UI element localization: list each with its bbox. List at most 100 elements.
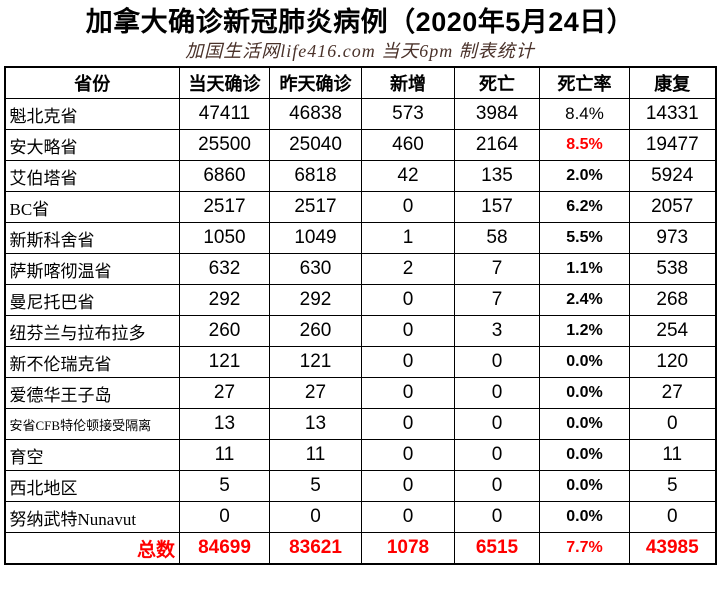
table-row: 西北地区 5 5 0 0 0.0% 5	[4, 470, 716, 502]
today-confirmed-cell: 11	[179, 439, 270, 471]
new-cases-cell: 1	[361, 222, 455, 254]
today-confirmed-cell: 121	[179, 346, 270, 378]
death-rate-cell: 1.2%	[539, 315, 630, 347]
death-rate-cell: 2.0%	[539, 160, 630, 192]
yesterday-confirmed-cell: 46838	[269, 98, 362, 130]
totals-death-rate: 7.7%	[539, 532, 630, 565]
province-name: 魁北克省	[4, 98, 180, 130]
today-confirmed-cell: 2517	[179, 191, 270, 223]
table-row: 努纳武特Nunavut 0 0 0 0 0.0% 0	[4, 501, 716, 533]
province-name: 努纳武特Nunavut	[4, 501, 180, 533]
death-rate-cell: 0.0%	[539, 439, 630, 471]
recovered-cell: 268	[629, 284, 716, 316]
table-row: 爱德华王子岛 27 27 0 0 0.0% 27	[4, 377, 716, 409]
death-rate-cell: 2.4%	[539, 284, 630, 316]
today-confirmed-cell: 0	[179, 501, 270, 533]
yesterday-confirmed-cell: 292	[269, 284, 362, 316]
today-confirmed-cell: 1050	[179, 222, 270, 254]
today-confirmed-cell: 13	[179, 408, 270, 440]
recovered-cell: 2057	[629, 191, 716, 223]
table-row: 新斯科舍省 1050 1049 1 58 5.5% 973	[4, 222, 716, 254]
totals-yesterday-confirmed: 83621	[269, 532, 362, 565]
recovered-cell: 120	[629, 346, 716, 378]
deaths-cell: 2164	[454, 129, 540, 161]
table-row: 育空 11 11 0 0 0.0% 11	[4, 439, 716, 471]
death-rate-cell: 0.0%	[539, 501, 630, 533]
province-name: 爱德华王子岛	[4, 377, 180, 409]
totals-label: 总数	[4, 532, 180, 565]
province-name: 安省CFB特伦顿接受隔离	[4, 408, 180, 440]
recovered-cell: 254	[629, 315, 716, 347]
today-confirmed-cell: 25500	[179, 129, 270, 161]
yesterday-confirmed-cell: 630	[269, 253, 362, 285]
new-cases-cell: 0	[361, 315, 455, 347]
deaths-cell: 7	[454, 253, 540, 285]
covid-stats-table: 省份 当天确诊 昨天确诊 新增 死亡 死亡率 康复 魁北克省 47411 468…	[3, 66, 717, 565]
new-cases-cell: 0	[361, 470, 455, 502]
col-header-today-confirmed: 当天确诊	[179, 66, 270, 99]
new-cases-cell: 0	[361, 439, 455, 471]
province-name: 育空	[4, 439, 180, 471]
deaths-cell: 135	[454, 160, 540, 192]
death-rate-cell: 5.5%	[539, 222, 630, 254]
new-cases-cell: 0	[361, 346, 455, 378]
death-rate-cell: 1.1%	[539, 253, 630, 285]
table-row: 新不伦瑞克省 121 121 0 0 0.0% 120	[4, 346, 716, 378]
new-cases-cell: 573	[361, 98, 455, 130]
today-confirmed-cell: 6860	[179, 160, 270, 192]
col-header-recovered: 康复	[629, 66, 716, 99]
today-confirmed-cell: 292	[179, 284, 270, 316]
table-row: 萨斯喀彻温省 632 630 2 7 1.1% 538	[4, 253, 716, 285]
deaths-cell: 0	[454, 439, 540, 471]
table-totals-row: 总数 84699 83621 1078 6515 7.7% 43985	[4, 532, 716, 565]
province-name: 曼尼托巴省	[4, 284, 180, 316]
new-cases-cell: 2	[361, 253, 455, 285]
table-row: BC省 2517 2517 0 157 6.2% 2057	[4, 191, 716, 223]
death-rate-cell: 0.0%	[539, 346, 630, 378]
recovered-cell: 19477	[629, 129, 716, 161]
today-confirmed-cell: 5	[179, 470, 270, 502]
yesterday-confirmed-cell: 27	[269, 377, 362, 409]
yesterday-confirmed-cell: 25040	[269, 129, 362, 161]
page-subtitle: 加国生活网life416.com 当天6pm 制表统计	[185, 41, 535, 61]
province-name: 艾伯塔省	[4, 160, 180, 192]
province-name: BC省	[4, 191, 180, 223]
col-header-yesterday-confirmed: 昨天确诊	[269, 66, 362, 99]
deaths-cell: 7	[454, 284, 540, 316]
deaths-cell: 0	[454, 408, 540, 440]
deaths-cell: 3	[454, 315, 540, 347]
col-header-death-rate: 死亡率	[539, 66, 630, 99]
province-name: 安大略省	[4, 129, 180, 161]
today-confirmed-cell: 47411	[179, 98, 270, 130]
recovered-cell: 5924	[629, 160, 716, 192]
col-header-new-cases: 新增	[361, 66, 455, 99]
recovered-cell: 973	[629, 222, 716, 254]
col-header-deaths: 死亡	[454, 66, 540, 99]
yesterday-confirmed-cell: 6818	[269, 160, 362, 192]
table-header-row: 省份 当天确诊 昨天确诊 新增 死亡 死亡率 康复	[4, 66, 716, 99]
new-cases-cell: 0	[361, 284, 455, 316]
new-cases-cell: 42	[361, 160, 455, 192]
province-name: 新不伦瑞克省	[4, 346, 180, 378]
page-title: 加拿大确诊新冠肺炎病例（2020年5月24日）	[85, 7, 635, 37]
totals-new-cases: 1078	[361, 532, 455, 565]
deaths-cell: 0	[454, 501, 540, 533]
province-name: 萨斯喀彻温省	[4, 253, 180, 285]
table-row: 艾伯塔省 6860 6818 42 135 2.0% 5924	[4, 160, 716, 192]
col-header-province: 省份	[4, 66, 180, 99]
yesterday-confirmed-cell: 2517	[269, 191, 362, 223]
province-name: 西北地区	[4, 470, 180, 502]
yesterday-confirmed-cell: 260	[269, 315, 362, 347]
deaths-cell: 0	[454, 470, 540, 502]
death-rate-cell: 0.0%	[539, 470, 630, 502]
totals-recovered: 43985	[629, 532, 716, 565]
recovered-cell: 11	[629, 439, 716, 471]
yesterday-confirmed-cell: 121	[269, 346, 362, 378]
table-row: 曼尼托巴省 292 292 0 7 2.4% 268	[4, 284, 716, 316]
new-cases-cell: 0	[361, 191, 455, 223]
recovered-cell: 27	[629, 377, 716, 409]
new-cases-cell: 0	[361, 501, 455, 533]
yesterday-confirmed-cell: 0	[269, 501, 362, 533]
yesterday-confirmed-cell: 1049	[269, 222, 362, 254]
totals-today-confirmed: 84699	[179, 532, 270, 565]
